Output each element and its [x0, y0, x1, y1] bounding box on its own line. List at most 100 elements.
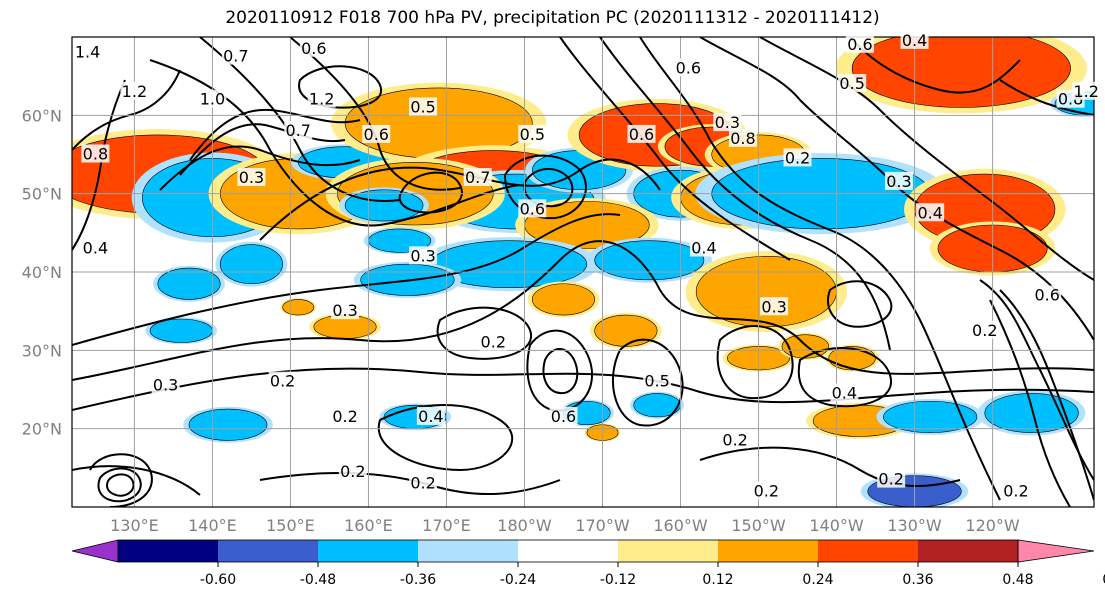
contour-label: 0.2 [972, 321, 997, 340]
contour-label: 0.6 [364, 125, 389, 144]
contour-label-bg [338, 461, 367, 480]
contour-label-bg [120, 81, 149, 100]
contour-label: 0.4 [83, 239, 108, 258]
contour-label-bg [845, 34, 874, 53]
colorbar-tick-label: -0.60 [200, 572, 236, 588]
contour-label-bg [151, 375, 180, 394]
contour-label-bg [331, 406, 360, 425]
colorbar-segment [218, 540, 319, 562]
colorbar-segment [718, 540, 819, 562]
pv-contour [398, 171, 463, 214]
pv-contour [199, 37, 401, 202]
pv-contour [72, 213, 621, 346]
contour-label-bg [518, 124, 547, 143]
lat-tick-label: 60°N [22, 106, 62, 125]
contour-label-bg [783, 148, 812, 167]
pv-contour [289, 37, 461, 191]
contour-label: 1.2 [122, 82, 147, 101]
pv-contour [699, 446, 961, 487]
contour-label-bg [830, 383, 859, 402]
contour-label-bg [713, 113, 742, 132]
pv-contour [298, 65, 383, 109]
contour-label-bg [643, 371, 672, 390]
lon-tick-label: 130°W [887, 516, 942, 535]
contour-label: 0.3 [153, 376, 178, 395]
lon-tick-label: 180°W [497, 516, 552, 535]
lon-tick-label: 160°W [653, 516, 708, 535]
colorbar-tick-label: 0.36 [902, 572, 933, 588]
contour-label-bg [916, 203, 945, 222]
precip-blob [157, 267, 221, 300]
pv-contour [526, 329, 594, 412]
contour-label: 0.2 [270, 372, 295, 391]
contour-label-bg [884, 171, 913, 190]
colorbar-segment [818, 540, 919, 562]
pv-contour [639, 37, 1001, 501]
contour-label: 0.4 [902, 31, 927, 50]
pv-contour [999, 289, 1094, 501]
contour-label-bg [900, 30, 929, 49]
colorbar-min-arrow [71, 539, 119, 563]
colorbar-segment [418, 540, 519, 562]
lon-tick-label: 140°W [809, 516, 864, 535]
pv-contour [72, 465, 201, 496]
pv-contour [849, 37, 1021, 94]
pv-contour [179, 123, 346, 176]
contour-label-bg [549, 406, 578, 425]
contour-label: 0.6 [629, 125, 654, 144]
contour-label: 0.2 [410, 474, 435, 493]
colorbar-segment [118, 540, 219, 562]
contour-label: 0.3 [332, 301, 357, 320]
precip-blob [219, 244, 283, 285]
lat-tick-label: 30°N [22, 341, 62, 360]
contour-label: 0.6 [847, 35, 872, 54]
pv-contour [989, 299, 1071, 507]
contour-label: 0.3 [761, 297, 786, 316]
contour-label-bg [760, 297, 789, 316]
precip-blob [188, 408, 268, 441]
contour-label: 0.4 [691, 239, 716, 258]
contour-label-bg [409, 97, 438, 116]
precip-blob [344, 189, 424, 222]
colorbar-segment [918, 540, 1019, 562]
pv-contour [559, 37, 791, 261]
lon-tick-label: 140°E [188, 516, 237, 535]
colorbar-tick-label: -0.48 [300, 572, 336, 588]
contour-label-bg [674, 58, 703, 77]
contour-label-bg [73, 42, 102, 61]
lat-tick-label: 40°N [22, 263, 62, 282]
contour-label: 0.2 [481, 333, 506, 352]
lon-tick-label: 150°E [266, 516, 315, 535]
contour-label-bg [81, 238, 110, 257]
graticule [72, 37, 1094, 507]
colorbar-tick-label: -0.36 [400, 572, 436, 588]
precip-blob [531, 283, 596, 316]
contour-label-bg [284, 121, 313, 139]
pv-contour [797, 347, 893, 408]
contour-label-bg [237, 168, 266, 186]
contour-label: 0.2 [1003, 481, 1028, 500]
contour-label-bg [1001, 481, 1030, 500]
contour-label-bg [728, 128, 757, 147]
contour-label: 0.7 [465, 168, 490, 187]
contour-label: 0.7 [286, 121, 311, 140]
colorbar-tick-label: 0.24 [802, 572, 833, 588]
contour-label: 1.2 [309, 90, 334, 109]
contour-label-bg [362, 124, 391, 143]
pv-contour [599, 37, 891, 351]
contour-label-bg [721, 430, 750, 449]
contour-label-bg [81, 144, 110, 163]
contour-label: 0.2 [785, 148, 810, 167]
contour-label: 1.4 [75, 43, 100, 62]
contour-label-bg [838, 74, 867, 92]
chart-title: 2020110912 F018 700 hPa PV, precipitatio… [225, 8, 880, 28]
colorbar-frame [117, 539, 1019, 563]
lon-tick-label: 150°W [731, 516, 786, 535]
precip-blob [695, 256, 837, 328]
precip-shading-layer [72, 37, 1094, 507]
colorbar-tick-label: 0.60 [1102, 572, 1105, 588]
contour-label-bg [970, 320, 999, 339]
contour-label-bg [416, 406, 445, 425]
lon-tick-label: 170°W [575, 516, 630, 535]
